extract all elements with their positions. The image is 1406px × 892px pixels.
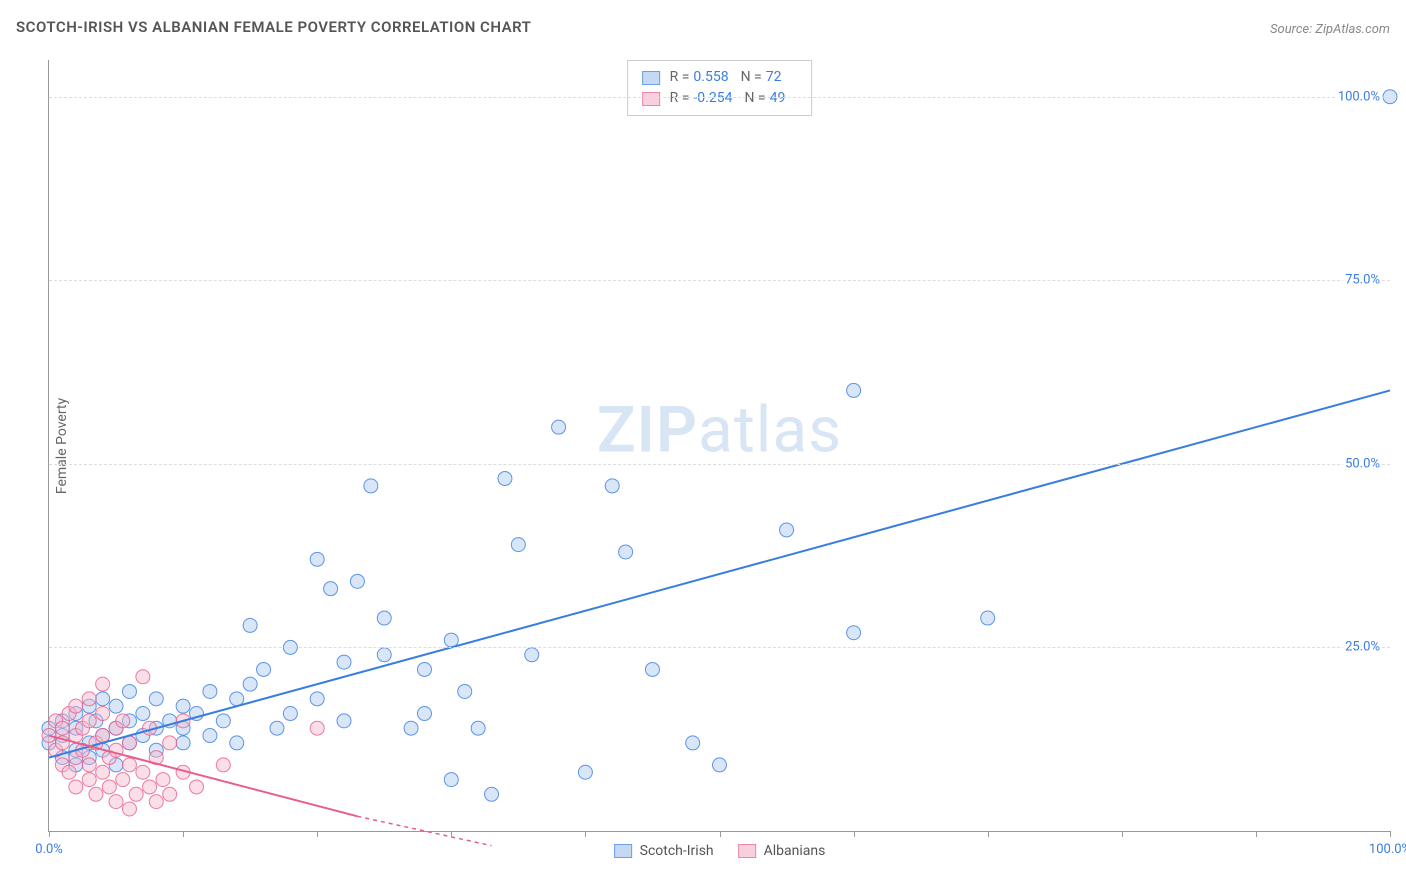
legend-swatch-series-0	[614, 844, 632, 858]
x-tick	[49, 831, 50, 837]
x-tick	[585, 831, 586, 837]
legend-item-0: Scotch-Irish	[614, 843, 714, 859]
x-tick	[988, 831, 989, 837]
x-tick	[720, 831, 721, 837]
chart-container: SCOTCH-IRISH VS ALBANIAN FEMALE POVERTY …	[0, 0, 1406, 892]
x-tick	[451, 831, 452, 837]
legend-item-1: Albanians	[738, 843, 826, 859]
legend-swatch-series-1	[738, 844, 756, 858]
gridline	[49, 464, 1390, 465]
y-tick-label: 25.0%	[1343, 640, 1382, 655]
x-tick	[1122, 831, 1123, 837]
gridline	[49, 280, 1390, 281]
x-tick	[183, 831, 184, 837]
y-tick-label: 100.0%	[1336, 89, 1382, 104]
gridline	[49, 97, 1390, 98]
legend-label-0: Scotch-Irish	[640, 843, 714, 859]
x-tick	[317, 831, 318, 837]
x-tick-label: 100.0%	[1369, 842, 1406, 857]
x-tick	[1256, 831, 1257, 837]
y-tick-label: 50.0%	[1343, 456, 1382, 471]
plot-svg	[49, 60, 1390, 831]
legend-series: Scotch-Irish Albanians	[614, 843, 826, 859]
source-attribution: Source: ZipAtlas.com	[1270, 22, 1390, 37]
y-tick-label: 75.0%	[1343, 273, 1382, 288]
chart-title: SCOTCH-IRISH VS ALBANIAN FEMALE POVERTY …	[16, 18, 531, 36]
plot-area: ZIPatlas R =0.558N =72 R =-0.254N =49 Sc…	[48, 60, 1390, 832]
legend-label-1: Albanians	[764, 843, 826, 859]
x-tick	[854, 831, 855, 837]
gridline	[49, 647, 1390, 648]
x-tick	[1390, 831, 1391, 837]
x-tick-label: 0.0%	[35, 842, 63, 857]
